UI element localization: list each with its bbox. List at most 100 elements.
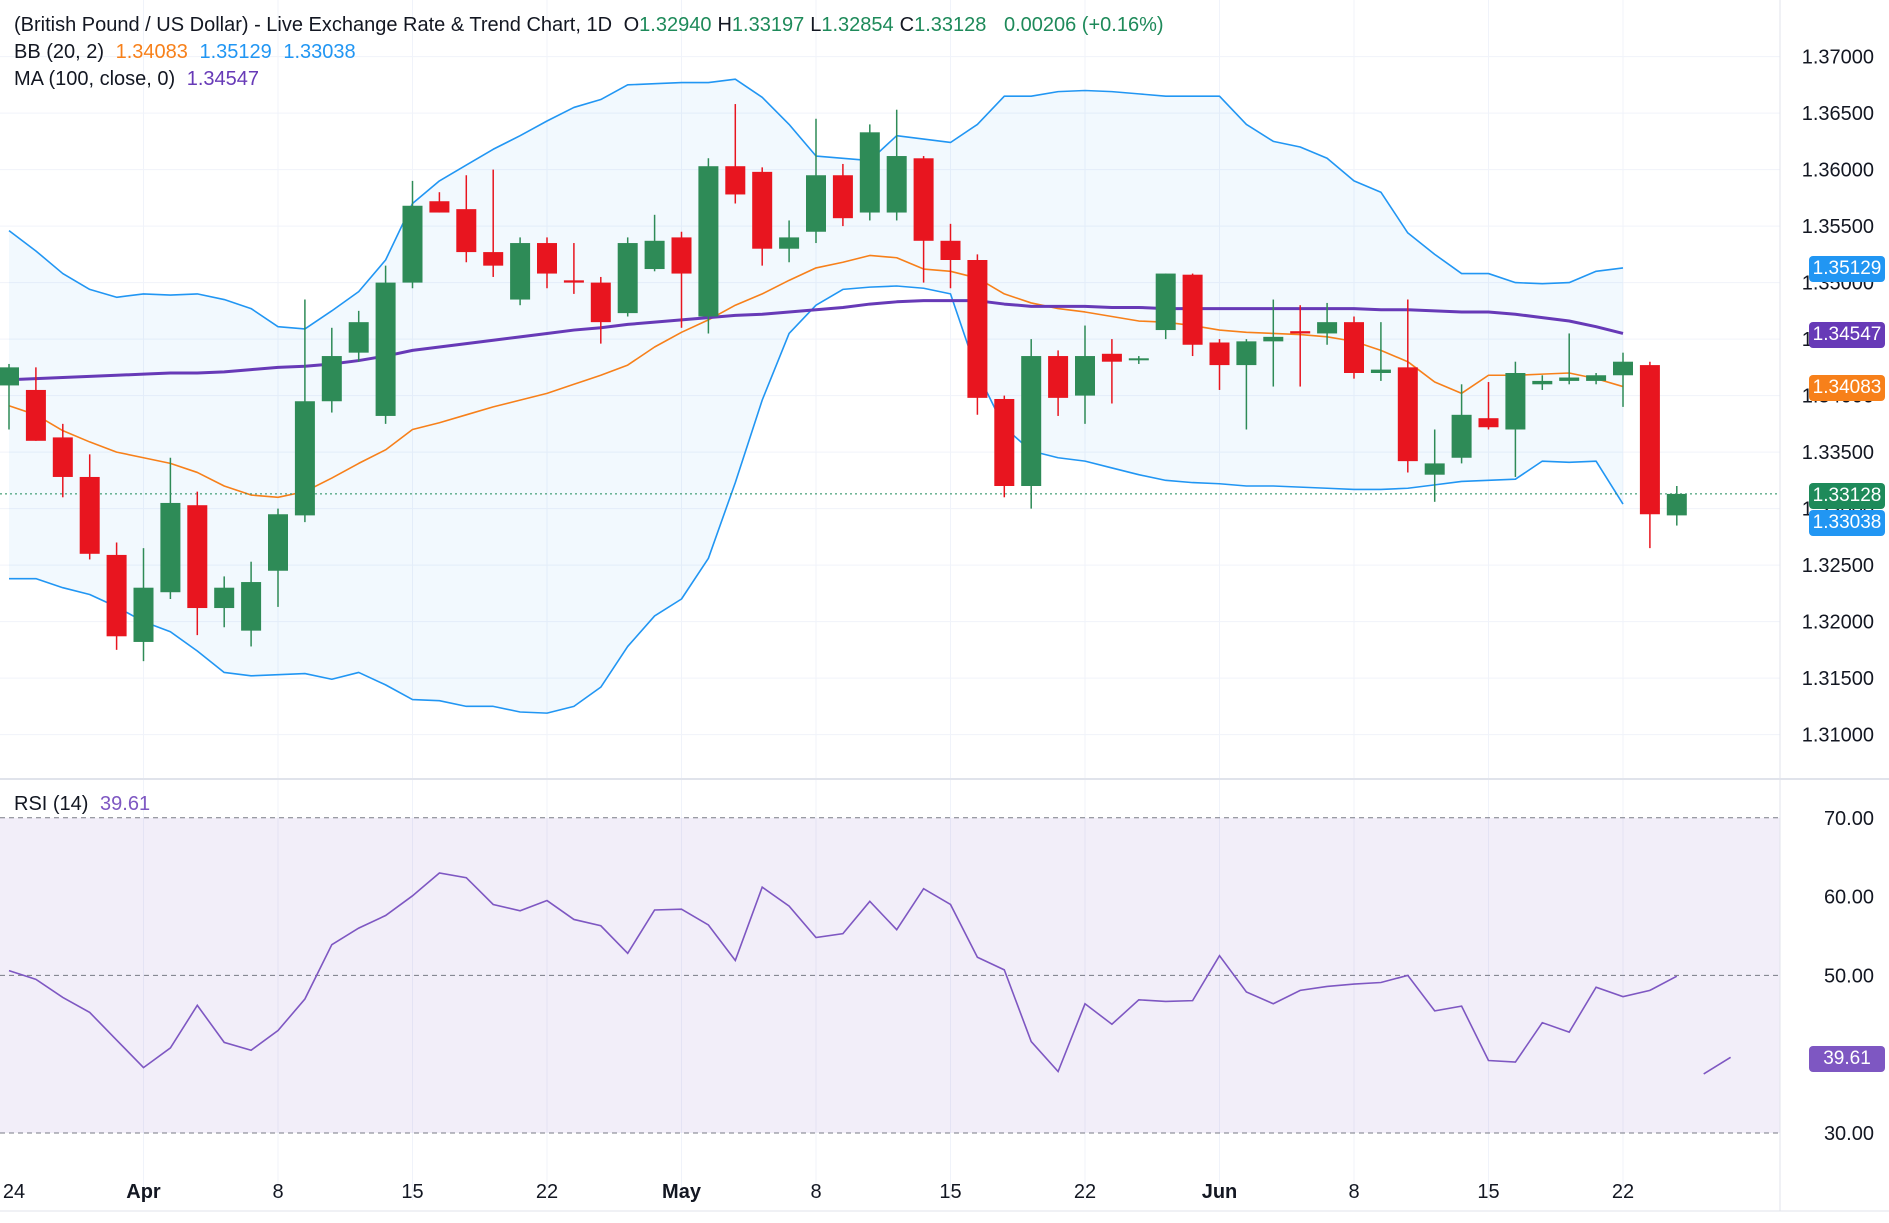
candle-body bbox=[1263, 336, 1284, 342]
candle-body bbox=[590, 282, 611, 323]
candle-body bbox=[725, 166, 746, 195]
badge-rsi: 39.61 bbox=[1809, 1046, 1885, 1072]
candle-body bbox=[1048, 356, 1069, 398]
candle-body bbox=[483, 252, 504, 266]
candles bbox=[0, 104, 1780, 662]
candle-body bbox=[1424, 463, 1445, 475]
ohlc-key-l: L bbox=[810, 14, 822, 36]
price-tick-label: 1.33500 bbox=[1802, 442, 1874, 464]
price-tick-label: 1.31000 bbox=[1802, 725, 1874, 747]
rsi-legend: RSI (14) 39.61 bbox=[14, 791, 156, 817]
candle-body bbox=[832, 175, 853, 219]
candle-body bbox=[1451, 414, 1472, 458]
time-tick-label: 22 bbox=[1612, 1181, 1634, 1203]
ohlc-value-o: 1.32940 bbox=[639, 14, 712, 36]
rsi-tick-label: 70.00 bbox=[1824, 808, 1874, 830]
candle-body bbox=[779, 237, 800, 249]
bb-mid-value: 1.34083 bbox=[115, 41, 188, 63]
candle-body bbox=[886, 156, 907, 213]
ohlc-values: O1.32940 H1.33197 L1.32854 C1.33128 bbox=[624, 14, 993, 36]
price-tick-label: 1.35500 bbox=[1802, 216, 1874, 238]
candle-body bbox=[1155, 273, 1176, 331]
candle-body bbox=[133, 587, 154, 642]
time-tick-label: 24 bbox=[3, 1181, 25, 1203]
candle-body bbox=[52, 437, 73, 477]
candle-body bbox=[940, 240, 961, 260]
time-tick-label: 8 bbox=[1348, 1181, 1359, 1203]
candle-body bbox=[348, 322, 369, 353]
time-tick-label: 15 bbox=[939, 1181, 961, 1203]
ohlc-value-c: 1.33128 bbox=[914, 14, 987, 36]
ohlc-key-h: H bbox=[717, 14, 732, 36]
candle-body bbox=[25, 389, 46, 441]
time-tick-label: 8 bbox=[810, 1181, 821, 1203]
rsi-tick-label: 30.00 bbox=[1824, 1123, 1874, 1145]
candle-body bbox=[563, 280, 584, 283]
time-tick-label: 22 bbox=[536, 1181, 558, 1203]
candle-body bbox=[79, 476, 100, 554]
candle-body bbox=[1397, 367, 1418, 462]
candle-body bbox=[187, 505, 208, 609]
ma-value: 1.34547 bbox=[186, 68, 260, 90]
candle-body bbox=[456, 209, 477, 253]
candle-body bbox=[106, 554, 127, 637]
bb-lower-line bbox=[9, 285, 1624, 714]
ma-legend: MA (100, close, 0) 1.34547 bbox=[14, 66, 265, 92]
bb-legend: BB (20, 2) 1.34083 1.35129 1.33038 bbox=[14, 39, 362, 65]
candle-body bbox=[1317, 322, 1338, 334]
price-tick-label: 1.36500 bbox=[1802, 103, 1874, 125]
badge-ma: 1.34547 bbox=[1809, 322, 1885, 348]
badge-bb-upper: 1.35129 bbox=[1809, 256, 1885, 282]
time-tick-label: 8 bbox=[272, 1181, 283, 1203]
badge-close: 1.33128 bbox=[1809, 483, 1885, 509]
rsi-panel bbox=[0, 817, 1780, 1134]
candle-body bbox=[644, 240, 665, 270]
ohlc-value-h: 1.33197 bbox=[731, 14, 805, 36]
candle-body bbox=[752, 171, 773, 249]
rsi-line-last bbox=[1703, 1056, 1732, 1075]
chart-title: (British Pound / US Dollar) - Live Excha… bbox=[14, 14, 613, 36]
candle-body bbox=[1370, 369, 1391, 373]
price-tick-label: 1.36000 bbox=[1802, 160, 1874, 182]
rsi-tick-label: 50.00 bbox=[1824, 965, 1874, 987]
price-tick-label: 1.31500 bbox=[1802, 668, 1874, 690]
ohlc-key-c: C bbox=[899, 14, 915, 36]
rsi-value: 39.61 bbox=[100, 793, 151, 815]
candle-body bbox=[806, 175, 826, 232]
candle-body bbox=[913, 158, 934, 241]
change-value: 0.00206 (+0.16%) bbox=[1003, 14, 1164, 36]
main-legend: (British Pound / US Dollar) - Live Excha… bbox=[14, 12, 1170, 38]
time-tick-label: 22 bbox=[1074, 1181, 1096, 1203]
candle-body bbox=[402, 205, 423, 283]
candle-body bbox=[294, 401, 315, 516]
candle-body bbox=[429, 201, 450, 213]
bb-label: BB (20, 2) bbox=[14, 41, 105, 63]
price-tick-label: 1.32500 bbox=[1802, 555, 1874, 577]
rsi-line bbox=[8, 872, 1678, 1074]
candle-body bbox=[160, 502, 181, 593]
candle-body bbox=[1021, 356, 1042, 486]
candle-body bbox=[537, 243, 557, 274]
candle-body bbox=[1559, 377, 1580, 381]
time-tick-label: 15 bbox=[401, 1181, 423, 1203]
candle-body bbox=[0, 367, 19, 386]
candle-body bbox=[1478, 418, 1499, 428]
candle-body bbox=[375, 282, 396, 416]
price-tick-label: 1.32000 bbox=[1802, 612, 1874, 634]
badge-bb-mid: 1.34083 bbox=[1809, 375, 1885, 401]
badge-bb-lower: 1.33038 bbox=[1809, 510, 1885, 536]
ohlc-key-o: O bbox=[623, 14, 640, 36]
candle-body bbox=[268, 514, 288, 571]
rsi-band-area bbox=[0, 817, 1780, 1133]
candle-body bbox=[1128, 358, 1149, 361]
ma-100-line bbox=[8, 299, 1624, 382]
candle-body bbox=[1209, 342, 1230, 366]
rsi-tick-label: 60.00 bbox=[1824, 887, 1874, 909]
time-tick-label: Jun bbox=[1202, 1181, 1238, 1203]
candle-body bbox=[994, 398, 1015, 486]
candle-body bbox=[1613, 361, 1633, 376]
candle-body bbox=[1639, 365, 1660, 515]
candle-body bbox=[1344, 322, 1364, 373]
candle-body bbox=[671, 237, 692, 274]
